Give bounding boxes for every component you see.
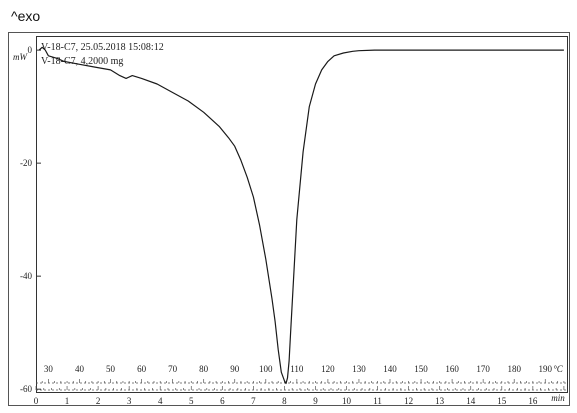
temperature-tick-label: 130 <box>352 364 366 374</box>
temp-unit-label: °C <box>553 364 564 374</box>
chart-frame <box>8 32 570 406</box>
temperature-tick-label: 60 <box>137 364 147 374</box>
temperature-tick-label: 80 <box>199 364 209 374</box>
time-tick-label: 10 <box>342 396 352 406</box>
temperature-tick-label: 150 <box>414 364 428 374</box>
temperature-tick-label: 50 <box>106 364 116 374</box>
time-tick-label: 13 <box>435 396 445 406</box>
temperature-tick-label: 100 <box>259 364 273 374</box>
time-unit-label: min <box>551 393 565 403</box>
time-tick-label: 8 <box>282 396 287 406</box>
time-tick-label: 0 <box>34 396 39 406</box>
plot-area <box>36 36 568 393</box>
y-tick-label: -20 <box>20 158 32 168</box>
exo-label: ^exo <box>11 8 40 24</box>
temperature-tick-label: 180 <box>507 364 521 374</box>
time-tick-label: 4 <box>158 396 163 406</box>
temperature-tick-label: 30 <box>44 364 54 374</box>
temperature-tick-label: 170 <box>476 364 490 374</box>
temperature-tick-label: 70 <box>168 364 178 374</box>
temperature-tick-label: 40 <box>75 364 85 374</box>
time-tick-label: 14 <box>466 396 476 406</box>
series-line-1 <box>38 46 564 385</box>
time-axis: 0 1 2 3 4 5 6 7 8 9 10 11 12 13 14 15 16 <box>34 386 567 406</box>
y-tick-label: -60 <box>20 384 32 394</box>
temperature-tick-label: 90 <box>230 364 240 374</box>
y-unit-label: mW <box>13 52 28 62</box>
series-group <box>38 46 564 385</box>
time-tick-label: 11 <box>373 396 382 406</box>
time-tick-label: 15 <box>497 396 507 406</box>
temperature-tick-label: 140 <box>383 364 397 374</box>
time-tick-label: 2 <box>96 396 101 406</box>
time-tick-label: 3 <box>127 396 132 406</box>
time-tick-label: 6 <box>220 396 225 406</box>
y-axis-ticks: 0 -20 -40 -60 <box>20 45 41 394</box>
time-tick-label: 12 <box>404 396 413 406</box>
time-tick-label: 16 <box>528 396 538 406</box>
y-tick-label: -40 <box>20 271 32 281</box>
time-tick-label: 1 <box>65 396 70 406</box>
time-tick-label: 7 <box>251 396 256 406</box>
temperature-tick-label: 160 <box>445 364 459 374</box>
time-tick-label: 5 <box>189 396 194 406</box>
y-tick-label: 0 <box>28 45 33 55</box>
sample-label-2: V-18-C7, 4,2000 mg <box>41 56 123 67</box>
temperature-axis: 30 40 50 60 70 80 90 100 110 120 130 140 150 160 170 18… <box>36 364 567 384</box>
temperature-tick-label: 120 <box>321 364 335 374</box>
temperature-tick-label: 190 <box>539 364 553 374</box>
time-tick-label: 9 <box>313 396 318 406</box>
temperature-tick-label: 110 <box>290 364 304 374</box>
sample-label-1: V-18-C7, 25.05.2018 15:08:12 <box>41 42 164 53</box>
